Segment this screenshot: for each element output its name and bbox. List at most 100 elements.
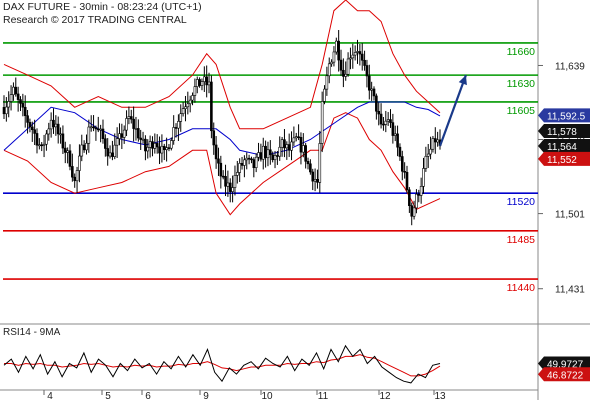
candle	[141, 131, 145, 144]
candle	[342, 58, 345, 88]
rsi-tag-46.8722: 46.8722	[538, 367, 590, 382]
candle	[360, 43, 364, 71]
candle	[111, 140, 114, 161]
candle	[155, 134, 159, 154]
candle	[302, 133, 305, 158]
candle	[389, 109, 392, 128]
rsi-tag-49.9727: 49.9727	[538, 356, 590, 371]
candle	[410, 202, 414, 226]
candle	[370, 81, 373, 101]
candle	[200, 78, 204, 91]
candle	[259, 143, 263, 162]
level-label-11485: 11485	[507, 234, 536, 246]
candle	[38, 138, 41, 150]
candle	[285, 141, 289, 160]
candle	[393, 125, 397, 142]
candle	[221, 170, 225, 180]
candle	[339, 49, 343, 76]
candle	[292, 126, 296, 147]
x-tick-label-11: 11	[318, 391, 329, 400]
moving-average	[3, 101, 441, 157]
candle	[207, 72, 211, 94]
candle	[26, 109, 29, 134]
x-tick-label-10: 10	[261, 391, 273, 400]
candle	[177, 114, 180, 141]
svg-text:11,592.5: 11,592.5	[547, 111, 586, 122]
candle	[212, 122, 216, 155]
candle	[365, 59, 369, 88]
candle	[16, 86, 20, 112]
candle	[320, 91, 324, 153]
candle	[132, 106, 135, 142]
candle	[382, 117, 385, 131]
candle	[122, 125, 126, 144]
chart-header-line2: Research © 2017 TRADING CENTRAL	[3, 14, 187, 26]
candle	[316, 169, 319, 189]
candle	[167, 144, 171, 152]
candle	[283, 129, 286, 158]
candle	[236, 160, 239, 184]
candle	[54, 115, 58, 136]
candle	[243, 155, 246, 178]
candle	[405, 165, 409, 194]
candle	[422, 157, 425, 194]
rsi-title: RSI14 - 9MA	[3, 327, 61, 338]
candle	[363, 50, 366, 71]
candle	[299, 132, 303, 165]
candle	[219, 155, 223, 189]
rsi-line	[3, 344, 441, 384]
candle	[96, 116, 100, 133]
candle	[264, 140, 267, 168]
candle	[71, 153, 74, 182]
candle	[266, 141, 270, 167]
candle	[99, 124, 102, 143]
forecast-arrow-head	[458, 75, 467, 86]
level-label-11630: 11630	[507, 78, 536, 90]
candle	[261, 137, 265, 170]
candle	[426, 143, 430, 168]
candle	[158, 136, 161, 165]
candle	[174, 123, 178, 138]
candle	[193, 78, 197, 103]
level-label-11660: 11660	[507, 46, 536, 58]
candle	[226, 170, 230, 197]
candle	[224, 164, 227, 197]
candle	[250, 156, 253, 164]
svg-text:11,552: 11,552	[547, 155, 577, 166]
candle	[367, 64, 371, 100]
candle	[165, 137, 168, 162]
candle	[153, 133, 157, 154]
candle	[186, 91, 190, 115]
candle	[9, 85, 13, 111]
candle	[104, 134, 107, 157]
candle	[30, 121, 34, 142]
candle	[21, 93, 25, 117]
candle	[271, 151, 274, 163]
candle	[12, 82, 15, 101]
candle	[318, 130, 322, 193]
chart-header-line1: DAX FUTURE - 30min - 08:23:24 (UTC+1)	[3, 1, 202, 13]
candle	[278, 136, 282, 161]
candle	[160, 134, 164, 163]
candle	[351, 43, 355, 69]
candle	[335, 37, 338, 55]
candle	[148, 135, 152, 158]
candle	[311, 168, 315, 191]
candle	[337, 30, 340, 72]
candle	[5, 97, 8, 122]
candle	[144, 135, 147, 161]
candle	[52, 108, 55, 134]
y-tick-label: 11,639	[555, 61, 585, 72]
candle	[257, 142, 260, 162]
bollinger-upper	[3, 0, 441, 130]
candle	[181, 102, 185, 117]
candle	[330, 59, 333, 67]
candle	[217, 147, 220, 176]
candle	[172, 115, 175, 145]
candle	[73, 173, 77, 188]
candle	[384, 110, 388, 133]
candle	[151, 136, 154, 157]
svg-text:11,578: 11,578	[547, 127, 577, 138]
candle	[146, 139, 150, 159]
